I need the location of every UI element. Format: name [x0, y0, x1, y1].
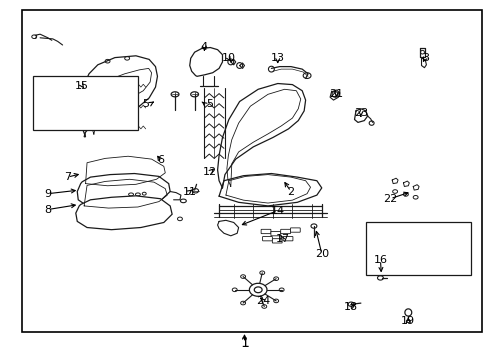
Polygon shape — [372, 225, 428, 256]
FancyBboxPatch shape — [290, 228, 300, 232]
Text: 8: 8 — [44, 204, 51, 215]
Text: 5: 5 — [205, 99, 212, 109]
Polygon shape — [77, 174, 170, 208]
Text: 16: 16 — [373, 255, 386, 265]
Text: 24: 24 — [255, 296, 270, 306]
Text: 11: 11 — [183, 186, 196, 197]
Polygon shape — [189, 48, 222, 76]
FancyBboxPatch shape — [280, 229, 290, 234]
Text: 23: 23 — [353, 108, 367, 118]
Text: 7: 7 — [64, 172, 71, 182]
Text: 17: 17 — [275, 234, 289, 244]
FancyBboxPatch shape — [261, 229, 270, 234]
Bar — [22, 10, 481, 332]
FancyBboxPatch shape — [270, 231, 280, 236]
Text: 3: 3 — [421, 53, 428, 63]
Text: 13: 13 — [270, 53, 284, 63]
Text: 18: 18 — [344, 302, 357, 312]
Text: 5: 5 — [142, 99, 149, 109]
Text: 14: 14 — [270, 206, 284, 216]
Text: 1: 1 — [240, 336, 248, 350]
Text: 21: 21 — [329, 89, 343, 99]
Bar — [390, 249, 405, 253]
Bar — [33, 76, 138, 130]
Text: 20: 20 — [314, 249, 328, 259]
Text: 4: 4 — [201, 42, 207, 52]
FancyBboxPatch shape — [262, 237, 272, 241]
FancyBboxPatch shape — [283, 237, 292, 241]
Text: 2: 2 — [287, 186, 294, 197]
Text: 6: 6 — [157, 155, 163, 165]
FancyBboxPatch shape — [272, 239, 282, 243]
Text: 15: 15 — [75, 81, 89, 91]
Polygon shape — [79, 56, 157, 137]
Text: 12: 12 — [203, 167, 217, 177]
Text: 19: 19 — [401, 316, 414, 326]
Polygon shape — [76, 196, 172, 230]
Text: 10: 10 — [222, 53, 235, 63]
Text: 9: 9 — [44, 189, 51, 199]
Bar — [407, 249, 418, 253]
Text: 22: 22 — [382, 194, 397, 204]
Bar — [365, 222, 470, 275]
